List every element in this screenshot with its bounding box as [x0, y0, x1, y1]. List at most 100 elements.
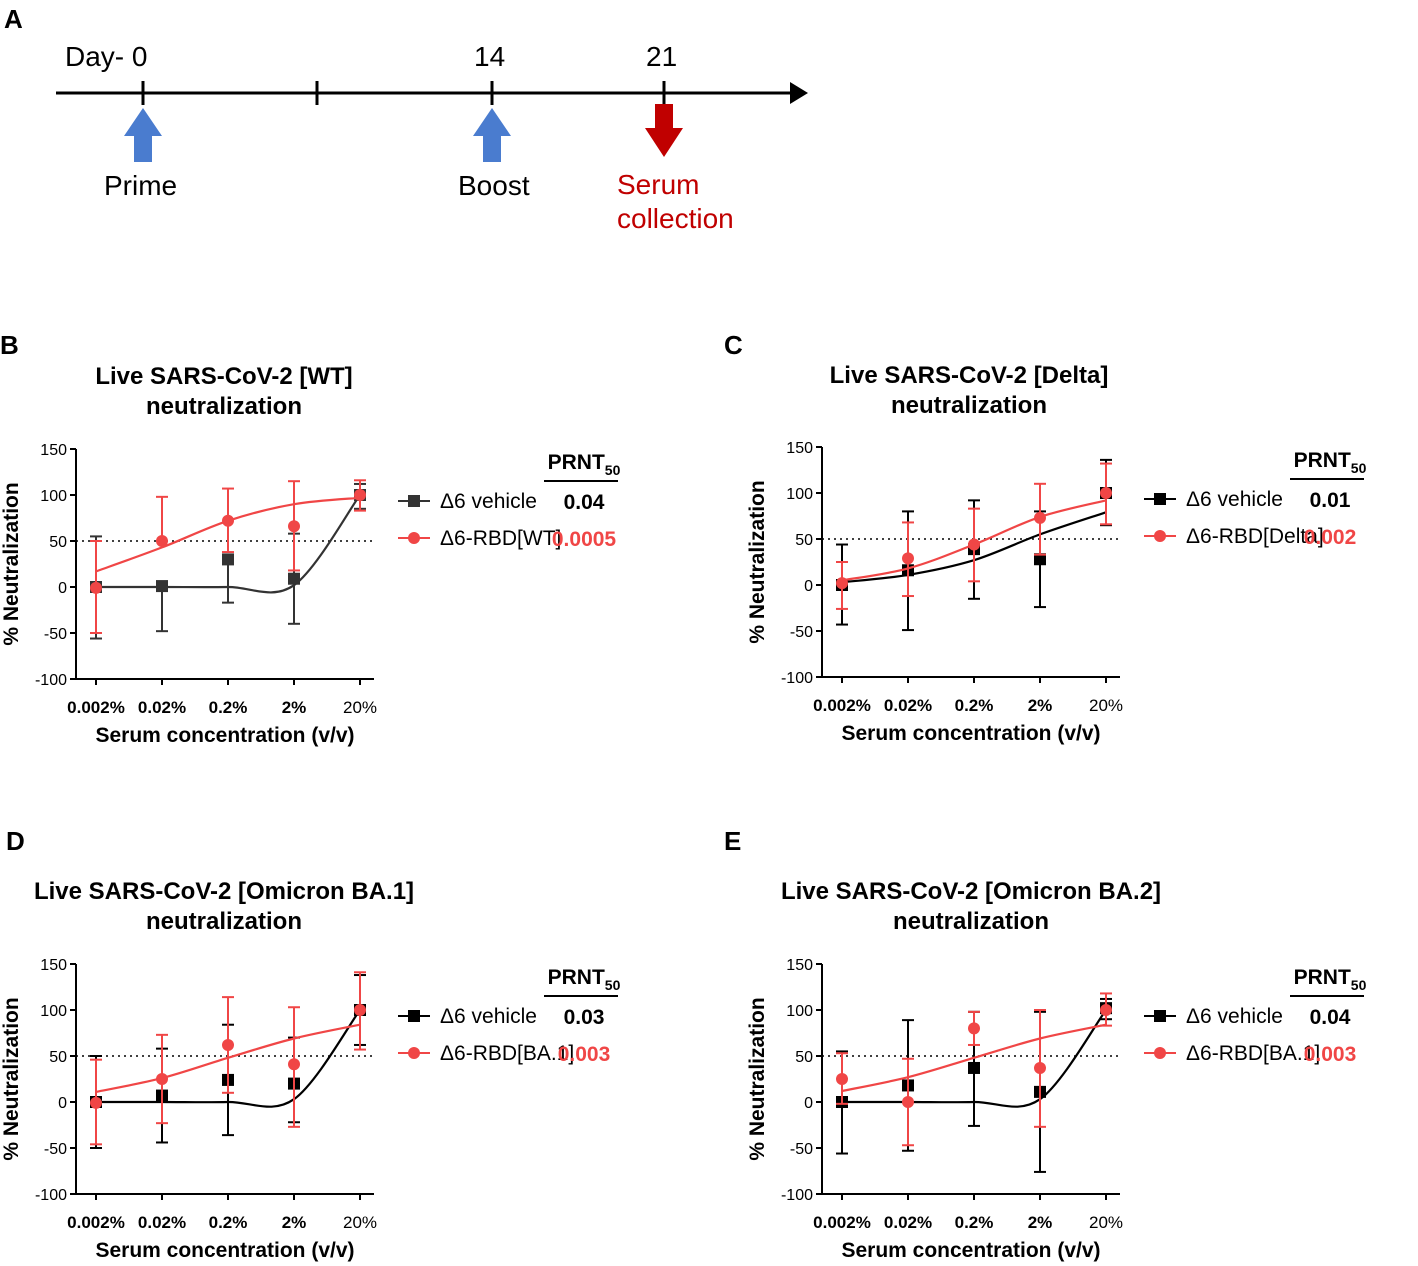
data-point-circle: [968, 538, 980, 551]
data-point-square: [288, 572, 300, 585]
data-point-square: [156, 580, 168, 593]
chart-title-line2: neutralization: [146, 393, 302, 420]
serum-label-line1: Serum: [617, 169, 699, 200]
data-point-circle: [968, 1022, 980, 1035]
data-point-circle: [1034, 511, 1046, 524]
prnt50-value: 0.003: [1304, 1043, 1357, 1066]
data-point-square: [1034, 553, 1046, 566]
panel-label: C: [724, 330, 743, 360]
y-tick-label: 0: [804, 1095, 813, 1112]
x-tick-label: 20%: [343, 698, 377, 717]
series-rbd: [836, 462, 1112, 610]
y-tick-label: 50: [795, 532, 813, 549]
data-point-circle: [90, 581, 102, 594]
chart-title-line1: Live SARS-CoV-2 [Omicron BA.1]: [34, 878, 414, 905]
panel-label-a: A: [4, 4, 23, 34]
x-tick-label: 0.2%: [955, 696, 994, 715]
chart-title-line2: neutralization: [146, 908, 302, 935]
prime-label: Prime: [104, 170, 177, 201]
prnt50-value: 0.04: [564, 491, 605, 514]
legend-marker-square: [408, 495, 420, 507]
data-point-circle: [836, 577, 848, 590]
y-tick-label: -50: [44, 1141, 67, 1158]
chart-title-line2: neutralization: [893, 908, 1049, 935]
legend-label: Δ6-RBD[WT]: [440, 527, 561, 550]
series-rbd: [90, 479, 366, 634]
legend-label: Δ6 vehicle: [1186, 1005, 1283, 1028]
data-point-square: [968, 1061, 980, 1074]
y-tick-label: 100: [786, 1003, 813, 1020]
x-tick-label: 0.002%: [813, 1213, 871, 1232]
legend-label: Δ6 vehicle: [440, 1005, 537, 1028]
series-rbd: [836, 992, 1112, 1147]
legend-marker-circle: [1154, 1047, 1166, 1059]
legend-label: Δ6 vehicle: [440, 490, 537, 513]
y-tick-label: -100: [35, 672, 67, 689]
x-tick-label: 0.02%: [884, 1213, 932, 1232]
prnt50-value: 0.0005: [552, 528, 617, 551]
x-tick-label: 0.2%: [209, 1213, 248, 1232]
data-point-circle: [902, 552, 914, 565]
data-point-circle: [1100, 1004, 1112, 1016]
legend-marker-circle: [408, 1047, 420, 1059]
panel-c-chart: C Live SARS-CoV-2 [Delta] neutralization 15…: [724, 330, 1367, 745]
x-tick-label: 2%: [282, 698, 307, 717]
panel-label: B: [0, 330, 19, 360]
fit-curve: [841, 1023, 1107, 1093]
panel-e-chart: E Live SARS-CoV-2 [Omicron BA.2] neutraliz…: [724, 826, 1367, 1262]
serum-collection-arrow-icon: [645, 104, 683, 157]
prnt50-header: PRNT50: [1294, 966, 1367, 993]
x-tick-label: 20%: [343, 1213, 377, 1232]
data-point-circle: [222, 1038, 234, 1051]
legend-label: Δ6-RBD[BA.1]: [440, 1042, 574, 1065]
legend-marker-square: [1154, 1010, 1166, 1022]
y-tick-label: -50: [790, 624, 813, 641]
y-tick-label: 0: [804, 578, 813, 595]
x-tick-label: 0.002%: [67, 698, 125, 717]
chart-title-line1: Live SARS-CoV-2 [WT]: [95, 363, 352, 390]
y-axis-title: % Neutralization: [746, 480, 769, 643]
y-tick-label: 50: [49, 1049, 67, 1066]
y-tick-label: 100: [40, 488, 67, 505]
chart-title-line2: neutralization: [891, 392, 1047, 419]
x-tick-label: 0.002%: [813, 696, 871, 715]
prnt50-value: 0.04: [1310, 1006, 1351, 1029]
serum-label-line2: collection: [617, 203, 734, 234]
legend-label: Δ6-RBD[BA.1]: [1186, 1042, 1320, 1065]
y-tick-label: -50: [790, 1141, 813, 1158]
x-tick-label: 0.02%: [884, 696, 932, 715]
data-point-circle: [156, 1073, 168, 1085]
prnt50-value: 0.002: [1304, 526, 1357, 549]
x-tick-label: 20%: [1089, 1213, 1123, 1232]
day-14-label: 14: [474, 41, 505, 72]
y-tick-label: 150: [40, 442, 67, 459]
data-point-circle: [836, 1073, 848, 1085]
x-tick-label: 2%: [1028, 1213, 1053, 1232]
prime-arrow-icon: [124, 108, 162, 162]
timeline-arrowhead: [790, 82, 808, 104]
legend-label: Δ6 vehicle: [1186, 488, 1283, 511]
data-point-circle: [902, 1096, 914, 1108]
x-tick-label: 0.02%: [138, 698, 186, 717]
y-tick-label: 150: [786, 957, 813, 974]
data-point-circle: [288, 520, 300, 533]
prnt50-value: 0.01: [1310, 489, 1351, 512]
data-point-circle: [222, 514, 234, 527]
y-axis-title: % Neutralization: [0, 997, 23, 1160]
chart-title-line1: Live SARS-CoV-2 [Delta]: [830, 362, 1109, 389]
data-point-square: [222, 553, 234, 566]
data-point-circle: [1100, 487, 1112, 499]
legend-marker-circle: [1154, 530, 1166, 542]
x-axis-title: Serum concentration (v/v): [95, 724, 354, 747]
data-point-circle: [1034, 1061, 1046, 1074]
y-tick-label: 100: [786, 486, 813, 503]
y-tick-label: 100: [40, 1003, 67, 1020]
x-axis-title: Serum concentration (v/v): [841, 1239, 1100, 1262]
legend-marker-square: [408, 1010, 420, 1022]
panel-label: D: [6, 826, 25, 856]
x-tick-label: 0.02%: [138, 1213, 186, 1232]
prnt50-header: PRNT50: [548, 451, 621, 478]
panel-d-chart: D Live SARS-CoV-2 [Omicron BA.1] neutraliz…: [0, 826, 621, 1262]
prnt50-header: PRNT50: [1294, 449, 1367, 476]
y-tick-label: -100: [781, 1187, 813, 1204]
